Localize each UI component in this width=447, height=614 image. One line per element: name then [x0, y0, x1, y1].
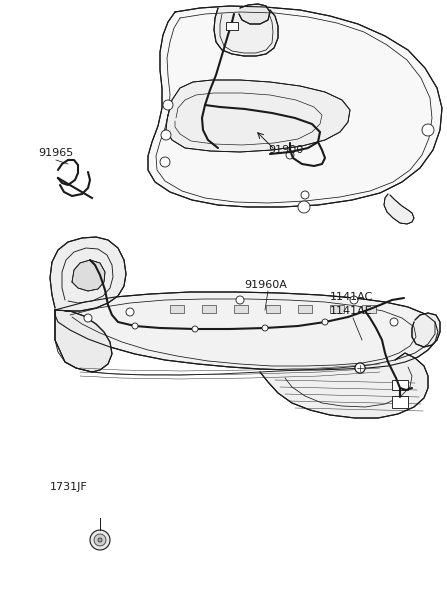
Text: 91900: 91900 — [268, 145, 303, 155]
Polygon shape — [412, 313, 440, 347]
Bar — [234, 305, 248, 313]
Polygon shape — [50, 237, 126, 311]
Bar — [226, 22, 238, 30]
Circle shape — [355, 363, 365, 373]
Circle shape — [90, 530, 110, 550]
Circle shape — [84, 314, 92, 322]
Bar — [392, 380, 408, 390]
Circle shape — [98, 538, 102, 542]
Polygon shape — [55, 292, 438, 370]
Circle shape — [322, 319, 328, 325]
Bar — [362, 305, 376, 313]
Polygon shape — [148, 6, 442, 207]
Polygon shape — [72, 260, 105, 291]
Polygon shape — [239, 4, 270, 24]
Circle shape — [192, 326, 198, 332]
Bar — [330, 305, 344, 313]
Circle shape — [126, 308, 134, 316]
Circle shape — [163, 100, 173, 110]
Bar — [298, 305, 312, 313]
Bar — [266, 305, 280, 313]
Text: 91965: 91965 — [38, 148, 73, 158]
Text: 1141AE: 1141AE — [330, 306, 373, 316]
Bar — [170, 305, 184, 313]
Bar — [392, 396, 408, 408]
Text: 1141AC: 1141AC — [330, 292, 373, 302]
Text: 91960A: 91960A — [244, 280, 287, 290]
Circle shape — [161, 130, 171, 140]
Circle shape — [132, 323, 138, 329]
Circle shape — [350, 296, 358, 304]
Polygon shape — [55, 310, 112, 372]
Polygon shape — [214, 8, 278, 56]
Circle shape — [301, 191, 309, 199]
Circle shape — [422, 124, 434, 136]
Circle shape — [298, 201, 310, 213]
Polygon shape — [166, 80, 350, 152]
Circle shape — [262, 325, 268, 331]
Polygon shape — [260, 353, 428, 418]
Bar — [202, 305, 216, 313]
Circle shape — [390, 318, 398, 326]
Text: 1731JF: 1731JF — [50, 482, 88, 492]
Circle shape — [355, 363, 365, 373]
Polygon shape — [384, 194, 414, 224]
Circle shape — [160, 157, 170, 167]
Circle shape — [236, 296, 244, 304]
Circle shape — [94, 534, 106, 546]
Circle shape — [286, 151, 294, 159]
